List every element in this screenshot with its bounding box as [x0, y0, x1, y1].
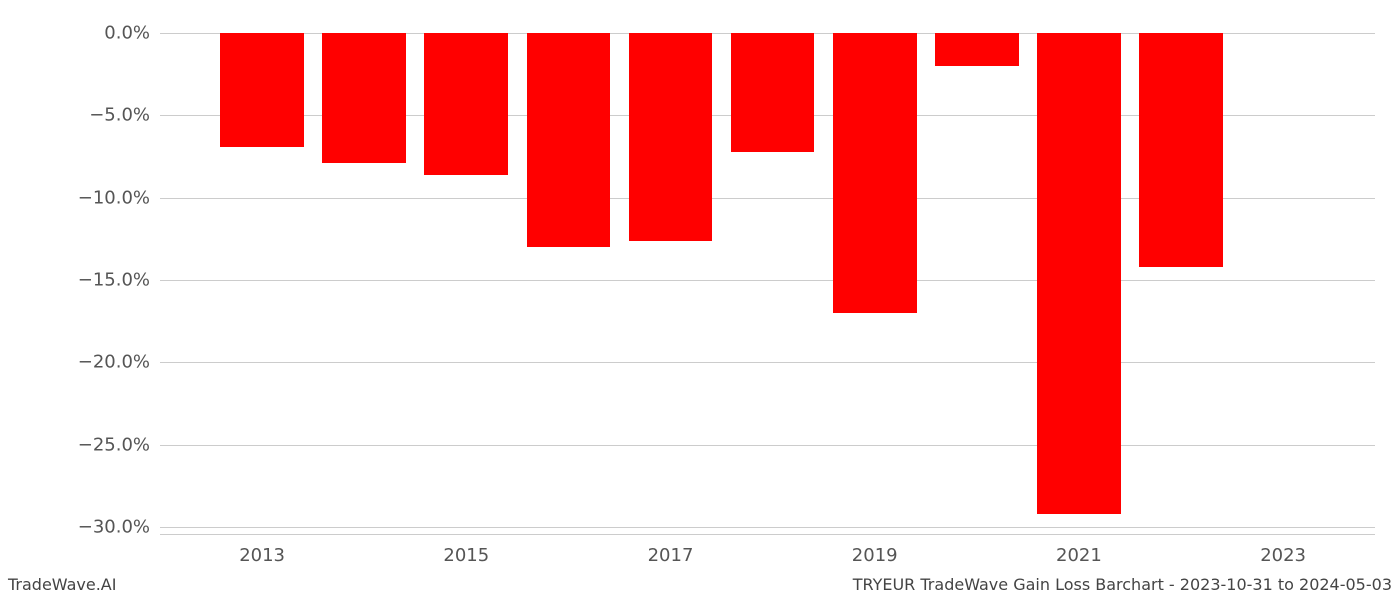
x-tick-label: 2023 — [1260, 545, 1306, 566]
bar — [833, 33, 917, 313]
y-tick-label: −20.0% — [40, 352, 150, 373]
bar — [1037, 33, 1121, 513]
bar — [629, 33, 713, 240]
x-tick-label: 2019 — [852, 545, 898, 566]
x-tick-label: 2021 — [1056, 545, 1102, 566]
y-tick-label: −5.0% — [40, 105, 150, 126]
gridline — [160, 527, 1375, 528]
gridline — [160, 362, 1375, 363]
x-tick-label: 2015 — [443, 545, 489, 566]
x-tick-label: 2017 — [648, 545, 694, 566]
y-tick-label: −10.0% — [40, 187, 150, 208]
bar — [322, 33, 406, 163]
y-tick-label: −15.0% — [40, 270, 150, 291]
plot-area — [160, 25, 1375, 535]
bar — [527, 33, 611, 247]
bar — [1139, 33, 1223, 267]
x-tick-label: 2013 — [239, 545, 285, 566]
gridline — [160, 280, 1375, 281]
bar — [731, 33, 815, 151]
y-tick-label: −30.0% — [40, 516, 150, 537]
bar — [220, 33, 304, 147]
footer-brand: TradeWave.AI — [8, 575, 116, 594]
gridline — [160, 445, 1375, 446]
y-tick-label: 0.0% — [40, 23, 150, 44]
bar — [935, 33, 1019, 66]
bar — [424, 33, 508, 174]
footer-caption: TRYEUR TradeWave Gain Loss Barchart - 20… — [853, 575, 1392, 594]
y-tick-label: −25.0% — [40, 434, 150, 455]
